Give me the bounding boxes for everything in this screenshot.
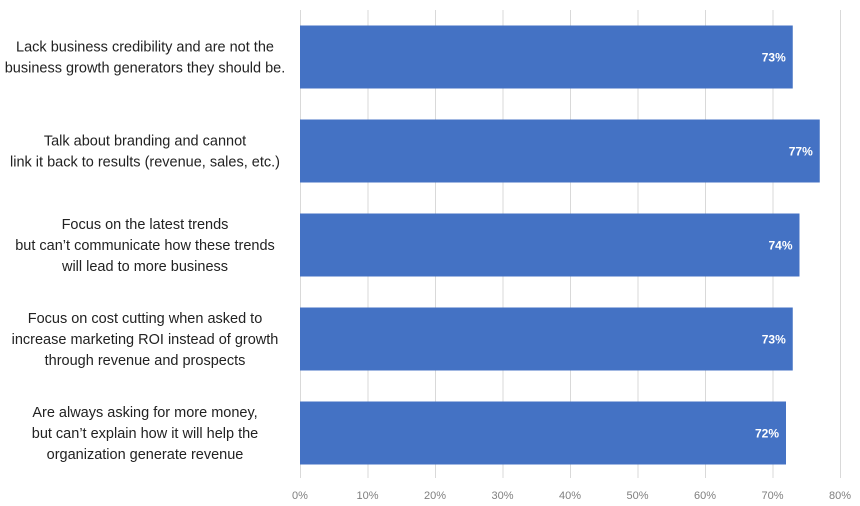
- category-label-line: Focus on the latest trends: [62, 217, 229, 233]
- category-label: Lack business credibility and are not th…: [5, 40, 286, 77]
- x-tick-label: 80%: [829, 490, 851, 502]
- bar: [300, 401, 786, 465]
- data-label: 73%: [762, 51, 786, 65]
- category-label-line: organization generate revenue: [47, 447, 244, 463]
- category-label-line: Lack business credibility and are not th…: [16, 40, 274, 56]
- category-label-line: but can’t communicate how these trends: [15, 238, 275, 254]
- category-label-line: Are always asking for more money,: [32, 405, 257, 421]
- x-tick-label: 30%: [491, 490, 513, 502]
- bar: [300, 213, 800, 277]
- data-label: 77%: [789, 145, 813, 159]
- bar: [300, 119, 820, 183]
- x-tick-label: 40%: [559, 490, 581, 502]
- category-label-line: increase marketing ROI instead of growth: [12, 332, 279, 348]
- x-tick-label: 20%: [424, 490, 446, 502]
- category-label-line: Focus on cost cutting when asked to: [28, 311, 263, 327]
- category-label: Focus on cost cutting when asked to incre…: [12, 311, 279, 369]
- data-label: 72%: [755, 427, 779, 441]
- x-axis-ticks: 0% 10% 20% 30% 40% 50% 60% 70% 80%: [292, 490, 851, 502]
- data-label: 74%: [768, 239, 792, 253]
- x-tick-label: 70%: [761, 490, 783, 502]
- bar: [300, 307, 793, 371]
- category-label: Focus on the latest trends but can’t comm…: [15, 217, 275, 275]
- bars: 73% 77% 74% 73% 72%: [300, 25, 820, 465]
- bar: [300, 25, 793, 89]
- category-label-line: through revenue and prospects: [45, 353, 246, 369]
- category-label: Are always asking for more money, but can…: [32, 405, 259, 463]
- category-label-line: but can’t explain how it will help the: [32, 426, 259, 442]
- x-tick-label: 60%: [694, 490, 716, 502]
- category-label-line: Talk about branding and cannot: [44, 134, 246, 150]
- category-label-line: link it back to results (revenue, sales,…: [10, 155, 280, 171]
- category-label-line: business growth generators they should b…: [5, 61, 286, 77]
- category-labels: Lack business credibility and are not th…: [5, 40, 286, 464]
- x-tick-label: 10%: [356, 490, 378, 502]
- x-tick-label: 0%: [292, 490, 308, 502]
- category-label-line: will lead to more business: [61, 259, 228, 275]
- data-label: 73%: [762, 333, 786, 347]
- x-tick-label: 50%: [626, 490, 648, 502]
- category-label: Talk about branding and cannot link it ba…: [10, 134, 280, 171]
